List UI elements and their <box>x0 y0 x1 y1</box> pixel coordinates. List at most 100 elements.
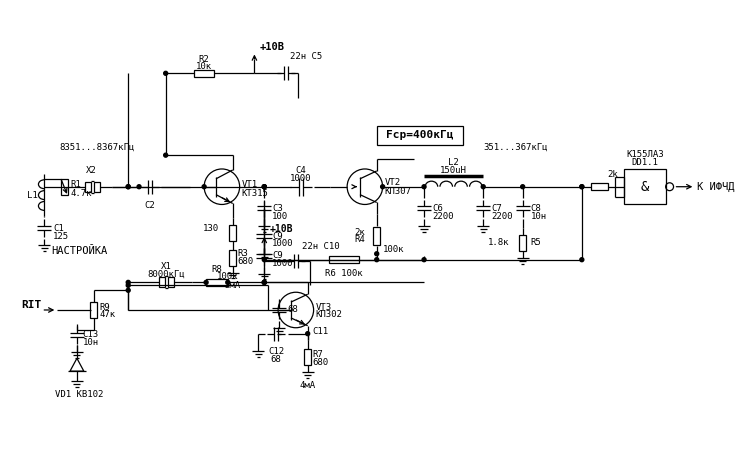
Bar <box>229 250 236 266</box>
Text: 8000кГц: 8000кГц <box>148 269 186 278</box>
Text: 68: 68 <box>271 356 281 364</box>
Bar <box>94 182 100 192</box>
Text: 4мА: 4мА <box>300 381 316 390</box>
Text: 150uH: 150uH <box>440 166 467 175</box>
Circle shape <box>164 153 168 157</box>
Text: 100: 100 <box>272 212 289 221</box>
Text: C4: C4 <box>295 166 306 175</box>
Text: 2k: 2k <box>607 170 618 179</box>
Text: 10к: 10к <box>196 62 212 71</box>
Text: 8351...8367кГц: 8351...8367кГц <box>59 143 135 152</box>
Circle shape <box>137 185 141 188</box>
Text: 1000: 1000 <box>272 239 294 248</box>
Text: 130: 130 <box>203 224 219 233</box>
Circle shape <box>380 185 385 188</box>
Text: X1: X1 <box>161 261 172 270</box>
Text: 2к: 2к <box>354 228 365 237</box>
Text: 100к: 100к <box>383 245 404 254</box>
Text: VT3: VT3 <box>315 303 332 311</box>
Circle shape <box>374 258 379 262</box>
Circle shape <box>580 258 584 262</box>
Text: 22н C10: 22н C10 <box>302 242 340 251</box>
Text: Fcp=400кГц: Fcp=400кГц <box>386 130 454 140</box>
Text: 47к: 47к <box>100 310 115 319</box>
Circle shape <box>127 185 130 188</box>
Text: C9: C9 <box>272 251 283 260</box>
Text: C9: C9 <box>272 231 283 240</box>
Text: R3: R3 <box>238 249 249 258</box>
Text: C12: C12 <box>268 347 284 357</box>
Circle shape <box>127 283 130 288</box>
Text: 10н: 10н <box>531 212 547 221</box>
Text: КП302: КП302 <box>315 310 343 319</box>
Bar <box>85 182 91 192</box>
Circle shape <box>262 280 266 284</box>
Text: R6 100к: R6 100к <box>326 268 363 278</box>
Text: 10н: 10н <box>83 338 99 347</box>
Text: R7: R7 <box>312 350 323 359</box>
Circle shape <box>374 252 379 256</box>
Circle shape <box>481 185 485 188</box>
Circle shape <box>127 288 130 292</box>
Circle shape <box>580 185 584 188</box>
Text: VT2: VT2 <box>385 178 401 187</box>
Text: C13: C13 <box>83 330 99 339</box>
Text: C1: C1 <box>53 224 64 233</box>
Text: +10В: +10В <box>259 41 284 51</box>
Text: VD1 КВ102: VD1 КВ102 <box>55 390 103 399</box>
Bar <box>591 183 608 190</box>
Text: R2: R2 <box>199 55 209 64</box>
Text: R8: R8 <box>212 265 222 274</box>
Circle shape <box>262 280 266 284</box>
Bar <box>373 227 380 245</box>
Bar <box>625 169 666 205</box>
Text: C3: C3 <box>272 204 283 213</box>
Text: КП307: КП307 <box>385 187 411 196</box>
Text: 125: 125 <box>53 231 70 240</box>
Bar <box>377 126 463 145</box>
Circle shape <box>202 185 206 188</box>
Bar <box>304 349 311 365</box>
Text: &: & <box>641 180 649 194</box>
Text: К ИФЧД: К ИФЧД <box>697 182 735 192</box>
Circle shape <box>127 185 130 188</box>
Text: 680: 680 <box>312 358 329 367</box>
Text: C8: C8 <box>531 204 541 213</box>
Circle shape <box>580 185 584 188</box>
Text: 2200: 2200 <box>432 212 454 221</box>
Bar <box>206 279 228 286</box>
Circle shape <box>127 280 130 284</box>
Text: R5: R5 <box>531 238 541 248</box>
Text: 68: 68 <box>287 306 297 315</box>
Text: R9: R9 <box>100 303 110 311</box>
Circle shape <box>262 280 266 284</box>
Text: КТ315: КТ315 <box>241 189 269 198</box>
Bar <box>195 70 214 77</box>
Circle shape <box>422 185 426 188</box>
Text: DD1.1: DD1.1 <box>631 158 659 167</box>
Text: C7: C7 <box>491 204 502 213</box>
Text: НАСТРОЙКА: НАСТРОЙКА <box>51 246 107 256</box>
Text: 1000: 1000 <box>272 259 294 268</box>
Circle shape <box>262 185 266 188</box>
Text: L1: L1 <box>27 190 38 199</box>
Text: К155ЛАЗ: К155ЛАЗ <box>626 150 664 159</box>
Text: VT1: VT1 <box>241 180 258 189</box>
Circle shape <box>422 258 426 262</box>
Bar <box>61 179 67 195</box>
Text: R4: R4 <box>354 236 365 245</box>
Text: RIT: RIT <box>21 300 42 310</box>
Text: C11: C11 <box>312 327 329 336</box>
Circle shape <box>226 280 230 284</box>
Text: 1000: 1000 <box>290 174 312 183</box>
Text: 351...367кГц: 351...367кГц <box>483 143 548 152</box>
Circle shape <box>164 71 168 75</box>
Circle shape <box>306 332 309 336</box>
Text: C6: C6 <box>432 204 443 213</box>
Text: 5мА: 5мА <box>225 281 241 290</box>
Bar <box>168 278 174 288</box>
Text: R1: R1 <box>70 180 81 189</box>
Text: 680: 680 <box>238 257 254 266</box>
Circle shape <box>262 185 266 188</box>
Text: 4.7к: 4.7к <box>70 189 92 198</box>
